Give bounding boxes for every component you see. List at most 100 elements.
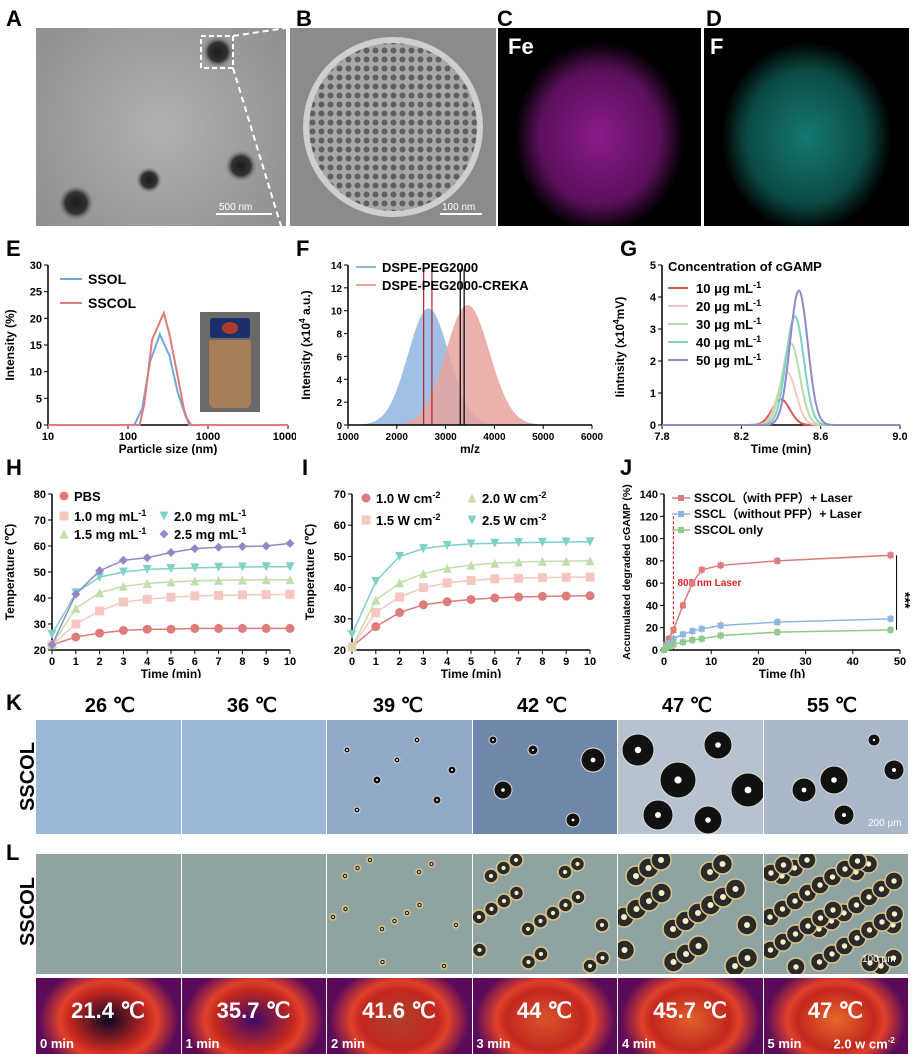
data-point	[190, 563, 200, 573]
bubble-highlight	[767, 947, 773, 953]
bubble-highlight	[590, 757, 595, 763]
data-point	[261, 590, 271, 600]
data-point	[490, 538, 500, 548]
x-tick-label: 2000	[386, 432, 409, 443]
l-micrograph-bubbles	[763, 854, 904, 974]
x-tick-label: 0	[661, 656, 667, 668]
thermal-image: 35.7 ℃ 1 min	[181, 978, 326, 1054]
thermal-temp: 41.6 ℃	[362, 998, 436, 1023]
x-tick-label: 10	[42, 431, 54, 443]
bubble-highlight	[396, 759, 398, 761]
thermal-time: 0 min	[40, 1036, 74, 1051]
data-point	[698, 635, 705, 642]
l-micrograph-bubbles	[618, 854, 759, 974]
data-point	[689, 636, 696, 643]
thermal-image: 47 ℃ 5 min 2.0 w cm-2	[763, 978, 908, 1054]
data-point	[159, 511, 169, 521]
thermal-temp: 47 ℃	[807, 998, 864, 1023]
data-point	[95, 606, 105, 616]
legend-label: DSPE-PEG2000-CREKA	[382, 278, 529, 293]
data-point	[561, 556, 571, 566]
data-point	[585, 572, 595, 582]
data-point	[95, 628, 105, 638]
legend-label: PBS	[74, 489, 101, 504]
legend-label: SSCOL	[88, 295, 137, 311]
bubble-highlight	[381, 961, 384, 963]
scale-bar	[440, 213, 482, 215]
k-image-row: 200 μm	[36, 720, 909, 834]
legend-label: 2.5 W cm-2	[482, 512, 546, 528]
data-point	[166, 564, 176, 574]
eds-map-fe: Fe	[498, 28, 701, 226]
y-tick-label: 5	[650, 260, 656, 272]
data-point	[585, 556, 595, 566]
data-point	[261, 541, 271, 551]
thermal-image: 21.4 ℃ 0 min	[36, 978, 181, 1054]
data-point	[665, 643, 672, 650]
x-tick-label: 100	[119, 431, 137, 443]
bubble-highlight	[804, 923, 811, 929]
panel-label-j: J	[620, 455, 633, 480]
bubble-highlight	[670, 926, 676, 932]
legend-marker	[678, 527, 684, 533]
bubble-highlight	[476, 914, 481, 920]
bubble-highlight	[878, 886, 884, 892]
panel-label-b: B	[296, 6, 312, 31]
bubble-highlight	[451, 769, 453, 771]
nanoparticle	[225, 150, 257, 182]
y-tick-label: 40	[334, 583, 346, 595]
x-tick-label: 1	[373, 656, 379, 668]
l-micrograph-bubbles	[36, 854, 181, 974]
data-point	[71, 619, 81, 629]
bubble-highlight	[829, 874, 835, 880]
data-point	[118, 626, 128, 635]
bubble-highlight	[344, 875, 346, 877]
data-point	[514, 573, 524, 583]
data-point	[142, 564, 152, 574]
data-point	[698, 625, 705, 632]
bubble-highlight	[792, 931, 798, 937]
data-point	[585, 591, 595, 601]
bubble-highlight	[599, 922, 604, 928]
k-temp-6: 55 ℃	[806, 695, 858, 717]
y-tick-label: 3	[650, 324, 656, 336]
x-tick-label: 6	[192, 656, 198, 668]
bubble-highlight	[841, 943, 847, 949]
y-axis-label: Temperature (℃)	[303, 524, 317, 621]
data-point	[679, 602, 686, 609]
data-point	[418, 569, 428, 579]
y-tick-label: 1	[650, 388, 656, 400]
data-point	[59, 511, 69, 521]
bubble-highlight	[488, 873, 493, 879]
k-temp-5: 47 ℃	[661, 695, 713, 717]
element-label-fe: Fe	[508, 34, 534, 59]
data-point	[490, 593, 500, 603]
bubble-highlight	[779, 906, 785, 912]
data-point	[670, 641, 677, 648]
bubble-highlight	[715, 742, 721, 748]
x-tick-label: 1000	[337, 432, 360, 443]
bubble-highlight	[538, 951, 543, 957]
bubble-highlight	[720, 894, 726, 900]
legend-title: Concentration of cGAMP	[668, 259, 822, 274]
legend-label: 1.0 mg mL-1	[74, 508, 146, 524]
legend-label: DSPE-PEG2000	[382, 260, 478, 275]
bubble-highlight	[500, 788, 505, 792]
bubble-highlight	[890, 878, 897, 884]
k-temp-4: 42 ℃	[516, 695, 568, 717]
legend-label: 2.0 W cm-2	[482, 490, 546, 506]
thermal-image: 44 ℃ 3 min	[472, 978, 617, 1054]
x-tick-label: 4	[444, 656, 451, 668]
bubble-highlight	[513, 857, 518, 863]
y-tick-label: 25	[30, 287, 42, 299]
eds-map-f: F	[704, 28, 909, 226]
data-point	[166, 548, 176, 557]
x-tick-label: 2	[397, 656, 403, 668]
thermal-time: 3 min	[476, 1036, 511, 1051]
bubble-highlight	[393, 920, 396, 922]
data-point	[47, 629, 57, 639]
bubble-highlight	[682, 918, 689, 924]
data-point	[95, 572, 105, 582]
bubble-highlight	[707, 869, 713, 875]
bubble-highlight	[346, 749, 348, 751]
